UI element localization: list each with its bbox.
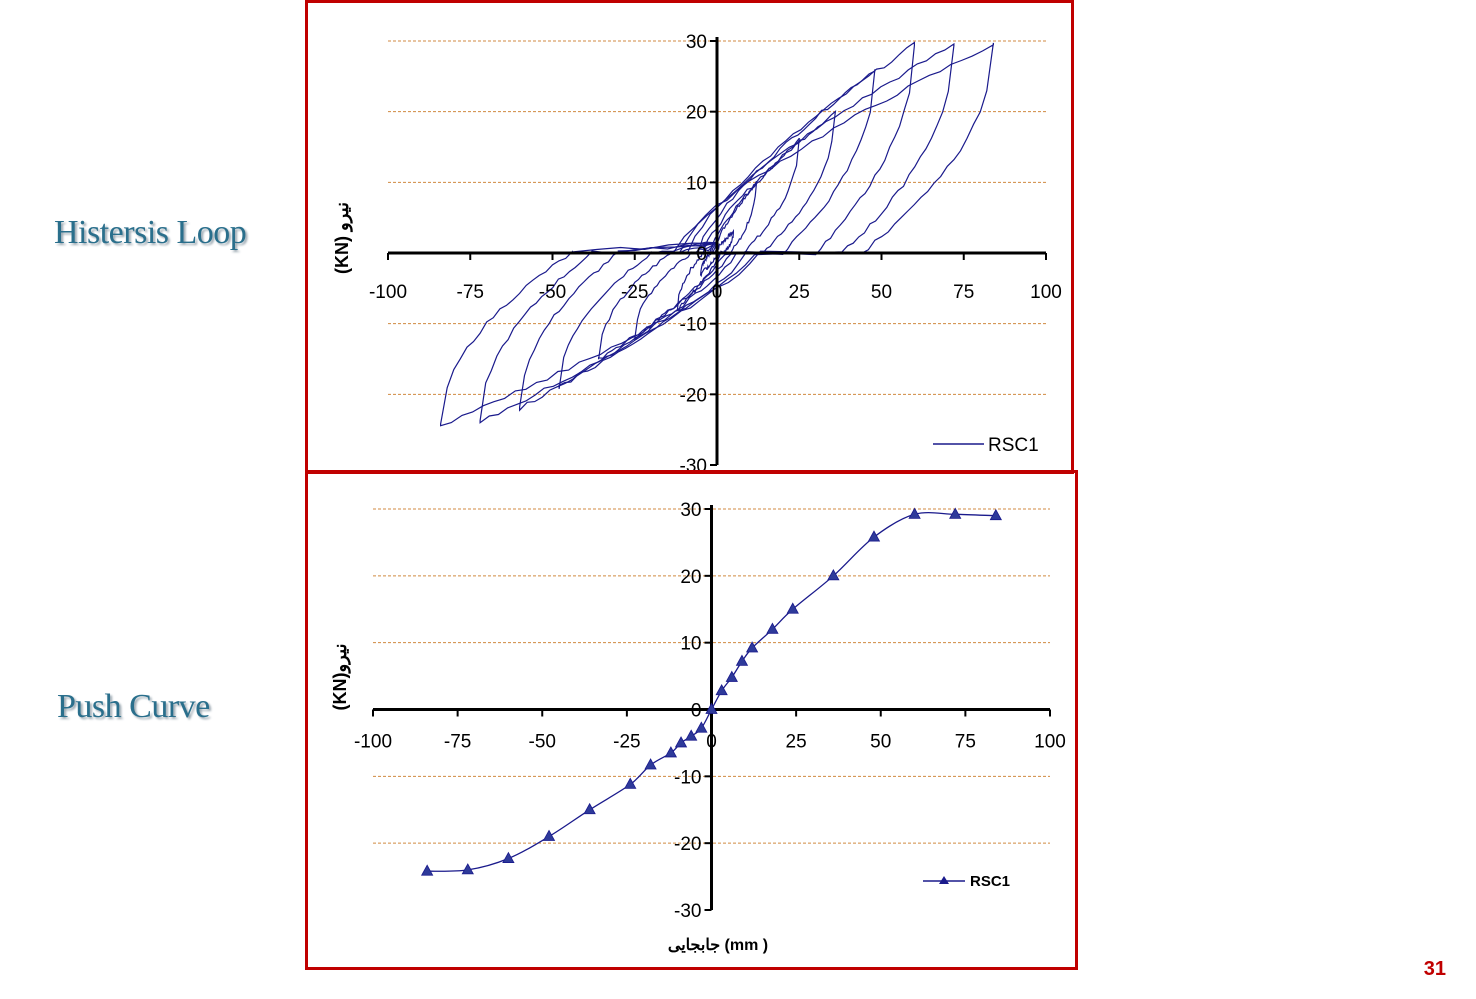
x-tick-label: 0 xyxy=(706,732,717,753)
data-point-marker xyxy=(664,746,678,758)
data-point-marker xyxy=(827,569,840,581)
data-point-marker xyxy=(685,729,698,741)
y-tick-label: -10 xyxy=(680,315,707,336)
data-point-marker xyxy=(725,670,738,682)
x-tick-label: 50 xyxy=(871,282,892,303)
x-tick-label: -100 xyxy=(354,732,392,753)
x-tick-label: 75 xyxy=(955,732,976,753)
x-tick-label: -75 xyxy=(457,282,484,303)
y-axis-label: (KN)نیرو xyxy=(330,643,351,710)
legend-marker xyxy=(939,876,949,884)
hysteresis-chart-panel: -100 -75 -50 -25 0 25 50 75 100 30 20 10 0 -10 -20 -30… xyxy=(305,0,1074,477)
data-point-marker xyxy=(745,641,759,653)
data-point-marker xyxy=(542,829,556,841)
x-tick-label: 100 xyxy=(1034,732,1066,753)
x-tick-label: -25 xyxy=(621,282,648,303)
push-curve-chart-panel: -100 -75 -50 -25 0 25 50 75 100 30 20 10 0 -10 -20 -30… xyxy=(305,470,1078,970)
x-tick-label: -50 xyxy=(529,732,556,753)
y-tick-label: -30 xyxy=(680,456,707,471)
data-point-marker xyxy=(949,507,962,519)
hysteresis-loop xyxy=(598,110,837,360)
legend-label: RSC1 xyxy=(970,873,1010,890)
hysteresis-curves xyxy=(440,41,994,427)
legend: RSC1 xyxy=(923,873,1010,890)
grid-lines xyxy=(373,508,1050,844)
x-tick-label: 0 xyxy=(712,282,723,303)
data-point-marker xyxy=(695,721,708,733)
x-tick-label: -50 xyxy=(539,282,566,303)
data-point-marker xyxy=(786,602,799,614)
hysteresis-loop xyxy=(519,41,915,412)
data-point-marker xyxy=(989,508,1003,521)
y-tick-label: 30 xyxy=(686,32,707,53)
y-tick-labels: 30 20 10 0 -10 -20 -30 xyxy=(674,500,701,922)
x-tick-label: 75 xyxy=(953,282,974,303)
series-markers xyxy=(420,507,1003,876)
y-tick-label: 10 xyxy=(680,634,701,655)
y-tick-label: -30 xyxy=(674,901,701,922)
y-tick-labels: 30 20 10 0 -10 -20 -30 xyxy=(680,32,707,477)
data-point-marker xyxy=(715,683,728,696)
x-tick-label: -25 xyxy=(613,732,640,753)
data-point-marker xyxy=(583,802,596,815)
y-tick-label: -20 xyxy=(674,834,701,855)
y-tick-label: -20 xyxy=(680,385,707,406)
x-axis-label: جابجایی (mm ) xyxy=(668,937,768,954)
push-curve-label: Push Curve xyxy=(57,688,210,725)
x-tick-label: 25 xyxy=(789,282,810,303)
hysteresis-loop xyxy=(479,42,955,424)
x-tick-label: 25 xyxy=(786,732,807,753)
y-tick-label: 20 xyxy=(686,103,707,124)
y-tick-label: 0 xyxy=(691,701,702,722)
data-point-marker xyxy=(735,654,749,666)
data-point-marker xyxy=(908,507,921,519)
x-tick-label: 50 xyxy=(870,732,891,753)
hysteresis-loop xyxy=(440,42,994,427)
x-tick-label: -100 xyxy=(369,282,407,303)
y-axis-label: (KN) نیرو xyxy=(332,202,353,274)
y-tick-label: 20 xyxy=(680,567,701,588)
y-tick-label: -10 xyxy=(674,767,701,788)
data-point-marker xyxy=(867,530,881,542)
data-point-marker xyxy=(420,864,434,876)
y-tick-label: 30 xyxy=(680,500,701,521)
x-tick-label: -75 xyxy=(444,732,471,753)
data-point-marker xyxy=(461,863,474,875)
x-tick-label: 100 xyxy=(1030,282,1062,303)
hysteresis-chart: -100 -75 -50 -25 0 25 50 75 100 3020100-10-20-30… xyxy=(332,32,1062,477)
data-point-marker xyxy=(674,736,688,748)
x-tick-labels: -100 -75 -50 -25 0 25 50 75 100 xyxy=(369,282,1062,303)
histersis-loop-label: Histersis Loop xyxy=(54,214,247,251)
push-curve-chart: -100 -75 -50 -25 0 25 50 75 100 3020100-10-20-30… xyxy=(330,500,1066,954)
data-point-marker xyxy=(705,702,718,714)
data-point-marker xyxy=(644,758,657,770)
axes xyxy=(387,37,1047,466)
data-point-marker xyxy=(624,777,637,789)
page-number: 31 xyxy=(1423,958,1446,980)
legend: RSC1 xyxy=(933,435,1039,456)
data-point-marker xyxy=(502,851,515,863)
data-point-marker xyxy=(766,622,779,634)
x-tick-labels: -100 -75 -50 -25 0 25 50 75 100 xyxy=(354,732,1066,753)
hysteresis-loop xyxy=(558,69,876,389)
y-tick-label: 0 xyxy=(696,244,707,265)
y-tick-label: 10 xyxy=(686,173,707,194)
legend-label: RSC1 xyxy=(988,435,1039,456)
